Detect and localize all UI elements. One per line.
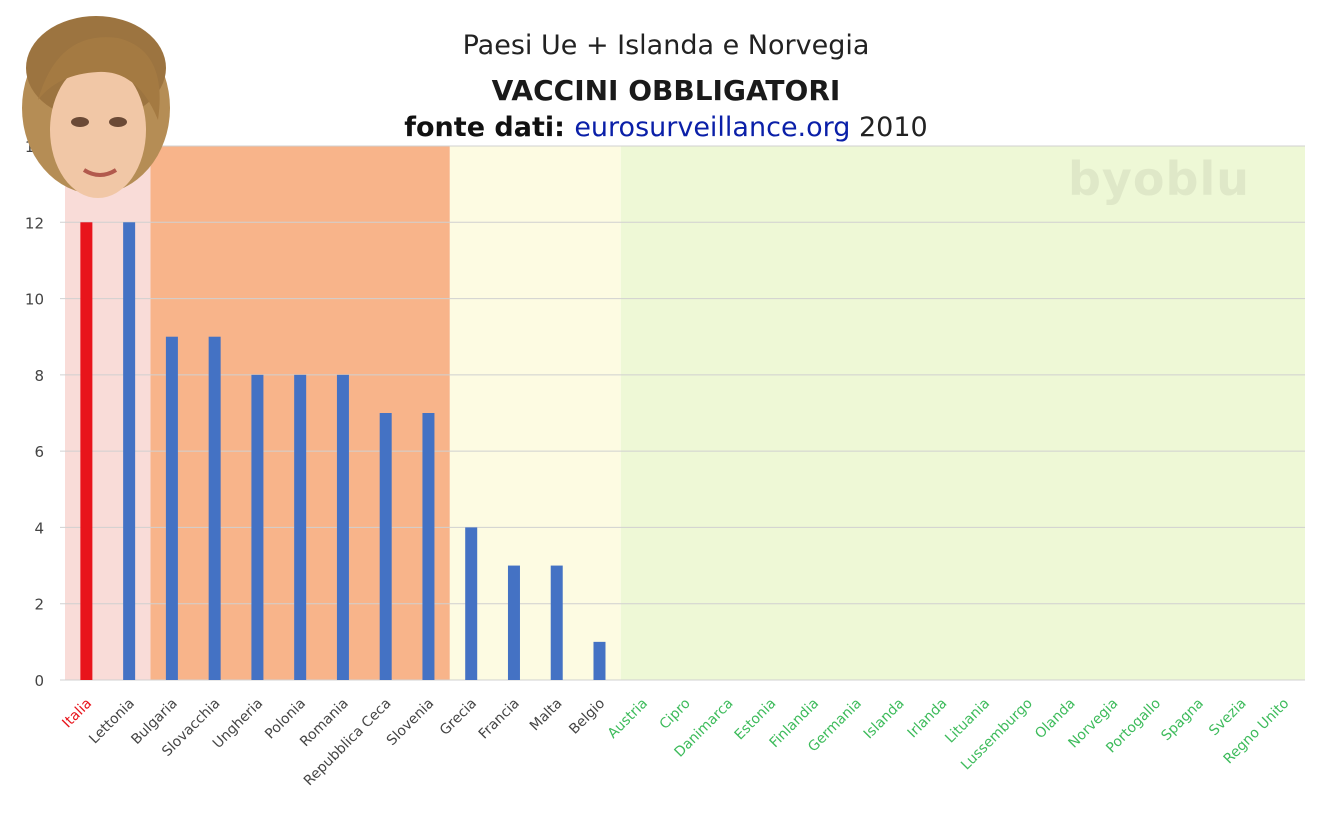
x-tick-label: Islanda — [861, 696, 908, 743]
x-tick-label: Malta — [527, 696, 566, 735]
chart-title: VACCINI OBBLIGATORI — [491, 74, 841, 107]
x-tick-label: Francia — [476, 696, 523, 743]
y-tick-label: 2 — [34, 596, 44, 614]
watermark-logo: byoblu — [1068, 152, 1250, 206]
bar — [507, 565, 520, 680]
zone-pink — [65, 146, 151, 680]
y-tick-label: 6 — [34, 443, 44, 461]
x-tick-label: Spagna — [1158, 696, 1207, 745]
bar — [550, 565, 563, 680]
bar — [251, 374, 264, 680]
y-tick-label: 12 — [25, 214, 44, 232]
x-tick-label: Grecia — [437, 696, 480, 739]
chart-subtitle: Paesi Ue + Islanda e Norvegia — [462, 30, 870, 61]
bar — [123, 222, 136, 681]
bar — [294, 374, 307, 680]
x-tick-label: Austria — [605, 696, 651, 742]
y-tick-label: 4 — [34, 519, 44, 537]
bar — [379, 413, 392, 680]
bar — [465, 527, 478, 680]
x-tick-label: Cipro — [657, 696, 694, 733]
zone-green — [620, 146, 1305, 680]
bar — [422, 413, 435, 680]
source-link[interactable]: eurosurveillance.org — [574, 112, 851, 143]
x-tick-label: Slovenia — [384, 696, 437, 749]
bar — [165, 336, 178, 680]
y-tick-label: 8 — [34, 367, 44, 385]
portrait-photo — [22, 16, 170, 198]
zone-yellow — [449, 146, 621, 680]
bar — [336, 374, 349, 680]
y-tick-label: 0 — [34, 672, 44, 690]
x-tick-label: Italia — [59, 696, 95, 732]
source-year: 2010 — [850, 112, 928, 143]
bar — [593, 641, 606, 680]
source-prefix: fonte dati: — [404, 112, 575, 143]
bar — [80, 222, 93, 681]
bar — [208, 336, 221, 680]
x-tick-label: Belgio — [566, 696, 608, 738]
data-source-line: fonte dati: eurosurveillance.org 2010 — [0, 112, 1332, 143]
y-tick-label: 10 — [25, 291, 44, 309]
